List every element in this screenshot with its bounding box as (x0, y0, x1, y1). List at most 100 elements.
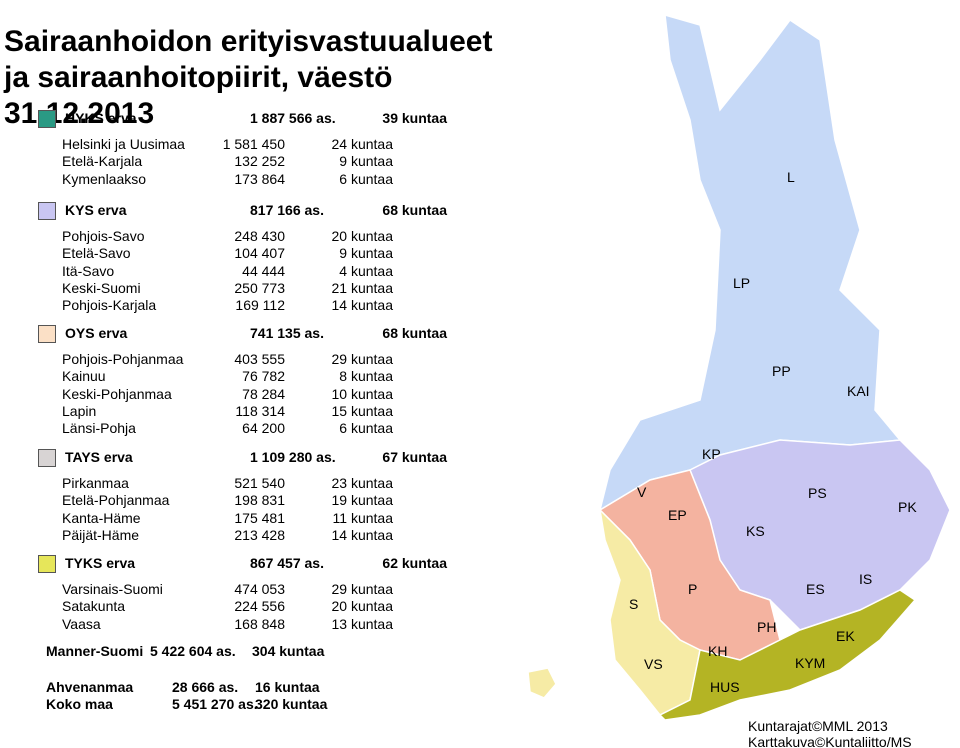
map-label: PS (808, 485, 827, 501)
group-name: HYKS erva (65, 110, 137, 126)
credit: Karttakuva©Kuntaliitto/MS (748, 734, 912, 748)
total-population: 28 666 as. (172, 679, 239, 695)
map-label: EP (668, 507, 687, 523)
district-municipalities: 11 kuntaa (332, 509, 393, 526)
district-name: Etelä-Karjala (62, 153, 143, 170)
district-population: 168 848 (234, 615, 285, 632)
title-line: Sairaanhoidon erityisvastuualueet (4, 25, 493, 58)
map-label: S (629, 596, 638, 612)
total-population: 5 451 270 as. (172, 696, 258, 712)
map-label: IS (859, 571, 872, 587)
map-label: HUS (710, 679, 740, 695)
total-name: Ahvenanmaa (46, 679, 134, 695)
district-name: Lapin (62, 402, 97, 419)
district-population: 64 200 (242, 420, 285, 437)
total-population: 5 422 604 as. (150, 643, 236, 659)
group-municipalities: 68 kuntaa (382, 325, 447, 341)
district-name: Kainuu (62, 368, 106, 385)
district-name: Päijät-Häme (62, 526, 140, 543)
district-name: Satakunta (62, 598, 126, 615)
district-population: 44 444 (242, 262, 285, 279)
district-municipalities: 29 kuntaa (331, 581, 394, 597)
district-municipalities: 21 kuntaa (331, 279, 394, 296)
district-population: 78 284 (242, 385, 285, 402)
district-population: 169 112 (235, 297, 285, 314)
group-name: OYS erva (65, 325, 128, 341)
map-label: PH (757, 619, 776, 635)
map-label: VS (644, 656, 663, 672)
map-label: KH (708, 643, 727, 659)
map-label: KS (746, 523, 765, 539)
district-name: Vaasa (62, 615, 101, 632)
district-name: Keski-Pohjanmaa (62, 385, 172, 402)
district-name: Pohjois-Pohjanmaa (62, 351, 184, 367)
map-label: ES (806, 581, 825, 597)
map-label: V (637, 484, 647, 500)
district-municipalities: 24 kuntaa (331, 136, 394, 152)
district-municipalities: 9 kuntaa (339, 245, 393, 262)
district-name: Itä-Savo (62, 262, 115, 279)
map-label: L (787, 169, 795, 185)
district-population: 224 556 (234, 598, 285, 615)
group-municipalities: 62 kuntaa (382, 555, 447, 571)
total-municipalities: 304 kuntaa (252, 643, 325, 659)
district-name: Pohjois-Karjala (62, 297, 157, 314)
district-name: Länsi-Pohja (62, 420, 136, 437)
map-label: PK (898, 499, 917, 515)
district-municipalities: 10 kuntaa (331, 385, 394, 402)
map-label: KP (702, 446, 721, 462)
group-population: 741 135 as. (250, 325, 324, 341)
district-name: Pohjois-Savo (62, 228, 145, 244)
district-municipalities: 15 kuntaa (331, 402, 394, 419)
legend-swatch (38, 110, 56, 128)
district-name: Keski-Suomi (62, 279, 141, 296)
title-line: 31.12.2013 (4, 97, 155, 130)
district-population: 76 782 (242, 368, 285, 385)
district-name: Kymenlaakso (62, 170, 147, 187)
district-name: Helsinki ja Uusimaa (62, 136, 185, 152)
district-population: 1 581 450 (222, 136, 285, 152)
district-municipalities: 29 kuntaa (331, 351, 394, 367)
total-name: Koko maa (46, 696, 113, 712)
district-population: 521 540 (234, 475, 285, 491)
district-population: 118 314 (235, 402, 285, 419)
district-population: 474 053 (234, 581, 285, 597)
map-label: PP (772, 363, 791, 379)
total-municipalities: 16 kuntaa (255, 679, 320, 695)
map-label: KAI (847, 383, 870, 399)
group-name: TAYS erva (65, 449, 133, 465)
legend-swatch (38, 555, 56, 573)
district-municipalities: 20 kuntaa (331, 228, 394, 244)
map-label: EK (836, 628, 855, 644)
district-name: Varsinais-Suomi (62, 581, 163, 597)
district-population: 403 555 (234, 351, 285, 367)
legend-swatch (38, 202, 56, 220)
district-municipalities: 14 kuntaa (331, 526, 394, 543)
group-population: 1 887 566 as. (250, 110, 336, 126)
group-municipalities: 68 kuntaa (382, 202, 447, 218)
credit: Kuntarajat©MML 2013 (748, 718, 888, 734)
district-population: 213 428 (234, 526, 285, 543)
district-municipalities: 8 kuntaa (339, 368, 393, 385)
district-population: 248 430 (234, 228, 285, 244)
district-municipalities: 6 kuntaa (339, 420, 393, 437)
district-name: Pirkanmaa (62, 475, 129, 491)
district-municipalities: 4 kuntaa (339, 262, 393, 279)
region-hyks (658, 589, 917, 721)
district-municipalities: 20 kuntaa (331, 598, 394, 615)
map-label: KYM (795, 655, 825, 671)
district-municipalities: 14 kuntaa (331, 297, 394, 314)
region-ahvenanmaa (527, 667, 557, 699)
district-population: 250 773 (234, 279, 285, 296)
title-line: ja sairaanhoitopiirit, väestö (4, 61, 393, 94)
map-label: LP (733, 275, 750, 291)
total-name: Manner-Suomi (46, 643, 144, 659)
district-name: Etelä-Pohjanmaa (62, 492, 170, 509)
region-oys (598, 13, 902, 512)
district-name: Kanta-Häme (62, 509, 141, 526)
group-name: KYS erva (65, 202, 127, 218)
district-population: 173 864 (234, 170, 285, 187)
group-population: 1 109 280 as. (250, 449, 336, 465)
group-population: 867 457 as. (250, 555, 324, 571)
